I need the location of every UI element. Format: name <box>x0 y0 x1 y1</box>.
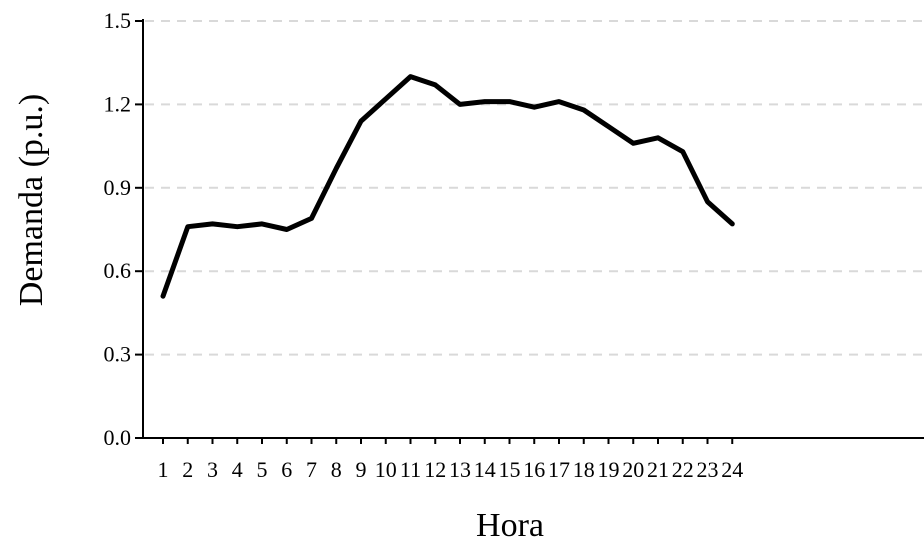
x-tick-label: 16 <box>523 457 545 482</box>
x-tick-label: 13 <box>449 457 471 482</box>
x-tick-label: 12 <box>424 457 446 482</box>
x-tick-labels: 1 2 3 4 5 6 7 8 9 10 11 12 13 14 15 16 17 18 19 20 21 22 23 24 <box>158 457 744 482</box>
x-tick-label: 24 <box>721 457 743 482</box>
y-tick-label: 0.9 <box>104 175 132 200</box>
series-line <box>160 74 735 299</box>
x-tick-label: 2 <box>182 457 193 482</box>
x-tick-label: 5 <box>257 457 268 482</box>
series-lines <box>160 74 735 299</box>
x-axis-title: Hora <box>476 507 544 544</box>
x-tick-label: 4 <box>232 457 243 482</box>
x-tick-label: 19 <box>598 457 620 482</box>
x-tick-label: 23 <box>697 457 719 482</box>
x-tick-label: 15 <box>499 457 521 482</box>
x-tick-label: 11 <box>400 457 421 482</box>
x-tick-label: 6 <box>281 457 292 482</box>
y-tick-labels: 0.0 0.3 0.6 0.9 1.2 1.5 <box>104 8 132 450</box>
x-tick-label: 17 <box>548 457 570 482</box>
x-tick-label: 14 <box>474 457 496 482</box>
x-tick-label: 21 <box>647 457 669 482</box>
y-tick-label: 0.6 <box>104 258 132 283</box>
axes <box>135 19 924 444</box>
x-tick-label: 22 <box>672 457 694 482</box>
x-tick-label: 7 <box>306 457 317 482</box>
x-tick-label: 20 <box>622 457 644 482</box>
x-tick-label: 18 <box>573 457 595 482</box>
x-tick-label: 9 <box>356 457 367 482</box>
x-tick-label: 3 <box>207 457 218 482</box>
y-axis-title: Demanda (p.u.) <box>13 94 50 306</box>
y-tick-label: 0.3 <box>104 342 132 367</box>
y-tick-label: 0.0 <box>104 425 132 450</box>
x-tick-label: 8 <box>331 457 342 482</box>
y-tick-label: 1.5 <box>104 8 132 33</box>
x-tick-label: 1 <box>158 457 169 482</box>
gridlines <box>145 20 924 356</box>
y-tick-label: 1.2 <box>104 91 132 116</box>
x-tick-label: 10 <box>375 457 397 482</box>
